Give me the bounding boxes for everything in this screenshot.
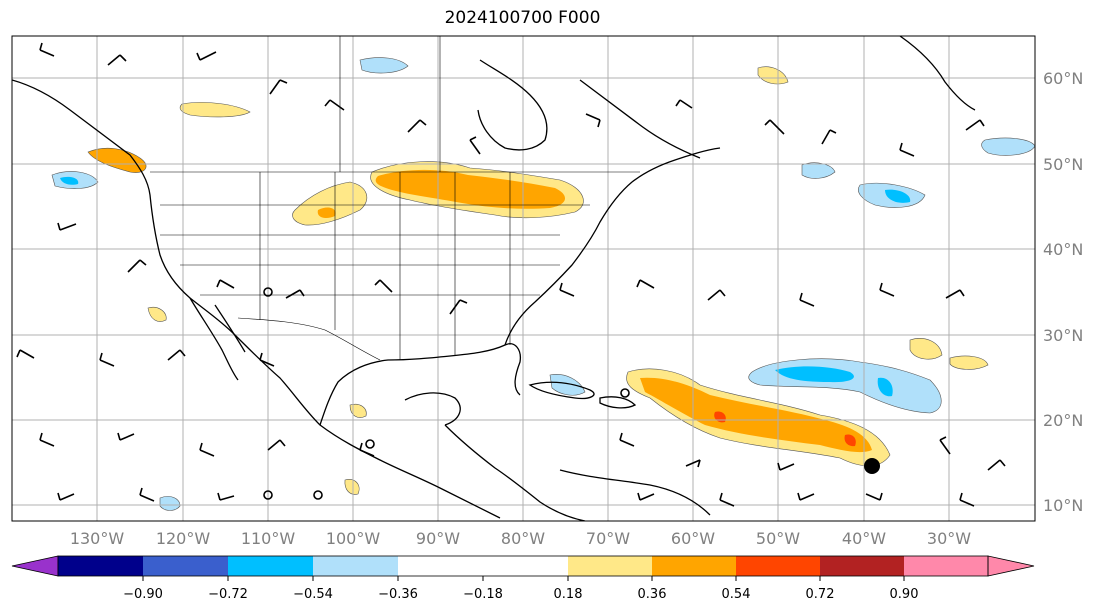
- colorbar-tick-label: −0.36: [378, 587, 418, 602]
- colorbar-tick-label: 0.54: [722, 587, 751, 602]
- graticule: [12, 36, 1035, 521]
- colorbar-tick-label: −0.18: [463, 587, 503, 602]
- storm-marker: [864, 458, 880, 474]
- colorbar-tick-label: −0.54: [293, 587, 333, 602]
- colorbar-cell: [736, 556, 820, 576]
- colorbar-extend-low: [11, 555, 59, 577]
- colorbar-tick-label: 0.18: [554, 587, 583, 602]
- lat-label: 60°N: [1043, 69, 1083, 88]
- colorbar-cell: [904, 556, 988, 576]
- lon-label: 70°W: [586, 529, 630, 548]
- colorbar-cell: [58, 556, 143, 576]
- latitude-labels: 60°N 50°N 40°N 30°N 20°N 10°N: [1043, 69, 1083, 515]
- wind-barbs: [16, 42, 1006, 507]
- colorbar-cell: [398, 556, 568, 576]
- lon-label: 130°W: [70, 529, 125, 548]
- colorbar-extend-high: [987, 555, 1035, 577]
- colorbar-cell: [820, 556, 904, 576]
- colorbar-tick-label: −0.90: [123, 587, 163, 602]
- lon-label: 30°W: [927, 529, 971, 548]
- colorbar-tick-label: 0.36: [638, 587, 667, 602]
- colorbar: −0.90 −0.72 −0.54 −0.36 −0.18 0.18 0.36 …: [11, 555, 1035, 602]
- lat-label: 40°N: [1043, 240, 1083, 259]
- shaded-anomalies: [51, 57, 1035, 511]
- colorbar-cell: [568, 556, 652, 576]
- lon-label: 100°W: [326, 529, 381, 548]
- calm-markers: [263, 287, 630, 500]
- map-title: 2024100700 F000: [444, 8, 601, 28]
- colorbar-tick-label: −0.72: [208, 587, 248, 602]
- lat-label: 50°N: [1043, 155, 1083, 174]
- colorbar-cell: [143, 556, 228, 576]
- coastlines: [12, 36, 976, 521]
- lat-label: 10°N: [1043, 496, 1083, 515]
- lon-label: 50°W: [756, 529, 800, 548]
- lon-label: 120°W: [156, 529, 211, 548]
- lon-label: 40°W: [842, 529, 886, 548]
- lon-label: 60°W: [671, 529, 715, 548]
- lon-label: 80°W: [501, 529, 545, 548]
- lon-label: 90°W: [416, 529, 460, 548]
- colorbar-cell: [652, 556, 736, 576]
- longitude-labels: 130°W 120°W 110°W 100°W 90°W 80°W 70°W 6…: [70, 529, 971, 548]
- colorbar-cell: [313, 556, 398, 576]
- lat-label: 30°N: [1043, 326, 1083, 345]
- lon-label: 110°W: [241, 529, 296, 548]
- map-frame: [11, 35, 1036, 522]
- colorbar-tick-label: 0.72: [806, 587, 835, 602]
- lat-label: 20°N: [1043, 411, 1083, 430]
- political-borders: [150, 36, 640, 361]
- colorbar-tick-label: 0.90: [890, 587, 919, 602]
- colorbar-cell: [228, 556, 313, 576]
